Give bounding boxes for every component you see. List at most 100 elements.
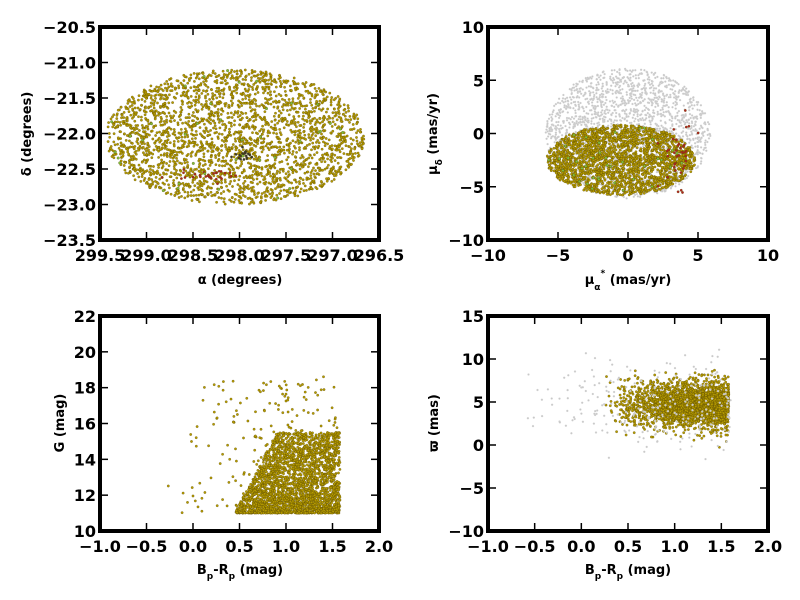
sky-point-members: [346, 104, 350, 107]
sky-point-members: [169, 192, 173, 196]
sky-point-members: [172, 165, 176, 168]
sky-point-members: [151, 89, 154, 93]
pm-point-field: [668, 78, 671, 81]
sky-point-members: [116, 108, 120, 112]
pm-point-field: [680, 114, 683, 117]
pm-point-field: [688, 109, 691, 112]
sky-point-members: [117, 146, 121, 150]
pm-point-field: [646, 111, 649, 115]
sky-point-members: [309, 136, 313, 140]
sky-point-members: [314, 145, 317, 149]
sky-point-members: [286, 193, 289, 197]
pm-point-field: [632, 84, 636, 87]
sky-point-members: [264, 199, 267, 202]
sky-point-members: [159, 115, 163, 119]
sky-point-members: [291, 169, 295, 172]
sky-point-members: [230, 104, 234, 107]
sky-point-members: [144, 147, 147, 151]
pm-point-field: [682, 104, 685, 107]
sky-point-members: [280, 167, 284, 171]
sky-point-members: [167, 85, 171, 89]
sky-point-members: [274, 81, 278, 84]
sky-point-members: [131, 158, 134, 162]
sky-point-members: [214, 127, 218, 131]
sky-point-members: [187, 77, 191, 81]
sky-point-members: [213, 144, 216, 147]
sky-point-members: [238, 185, 242, 188]
pm-point-field: [691, 146, 694, 150]
sky-point-members: [119, 159, 123, 163]
sky-point-members: [298, 182, 301, 186]
sky-point-members: [320, 137, 323, 141]
pm-point-field: [551, 117, 554, 121]
sky-point-members: [263, 105, 266, 109]
sky-point-members: [180, 195, 183, 198]
sky-point-members: [182, 139, 185, 143]
sky-point-members: [229, 71, 233, 74]
sky-point-members: [202, 152, 206, 156]
pm-point-field: [650, 71, 653, 74]
sky-point-members: [217, 100, 221, 103]
sky-point-members: [168, 186, 171, 190]
pm-point-field: [663, 97, 666, 100]
pm-point-field: [608, 100, 612, 103]
sky-point-members: [263, 78, 267, 82]
pm-point-field: [704, 146, 707, 149]
pm-point-field: [587, 112, 590, 115]
pm-point-field: [643, 69, 646, 72]
sky-point-members: [194, 95, 198, 99]
sky-point-members: [226, 116, 230, 120]
sky-point-members: [329, 98, 333, 102]
pm-point-field: [696, 136, 699, 139]
sky-point-members: [163, 152, 166, 156]
pm-point-field: [689, 97, 692, 100]
sky-point-highlight: [191, 161, 195, 165]
sky-point-members: [270, 79, 274, 83]
sky-point-members: [242, 188, 246, 191]
sky-point-members: [348, 115, 352, 118]
sky-point-members: [165, 95, 168, 98]
sky-point-members: [181, 182, 185, 185]
pm-point-field: [667, 106, 670, 109]
sky-point-red_clump: [182, 168, 186, 171]
sky-point-members: [145, 135, 149, 139]
pm-point-field: [667, 96, 671, 99]
sky-point-members: [137, 163, 141, 167]
pm-point-field: [585, 86, 588, 89]
sky-point-members: [265, 142, 269, 146]
sky-point-members: [210, 137, 214, 141]
pm-point-field: [652, 98, 655, 102]
sky-point-members: [340, 147, 344, 151]
sky-point-members: [161, 164, 165, 168]
sky-point-members: [151, 169, 155, 172]
pm-point-field: [590, 101, 594, 104]
sky-point-members: [211, 96, 214, 100]
sky-point-members: [355, 122, 359, 126]
sky-point-members: [200, 169, 204, 172]
sky-point-members: [285, 148, 289, 152]
sky-point-members: [263, 110, 267, 114]
pm-point-field: [581, 105, 584, 109]
sky-point-members: [271, 192, 274, 196]
sky-point-members: [217, 196, 221, 199]
pm-point-field: [698, 109, 701, 112]
sky-point-members: [213, 169, 216, 172]
pm-point-field: [659, 112, 663, 116]
sky-point-members: [262, 91, 265, 95]
sky-point-members: [225, 76, 229, 79]
sky-point-members: [240, 104, 244, 107]
sky-point-members: [132, 97, 135, 101]
sky-point-members: [166, 191, 170, 195]
sky-point-members: [143, 95, 147, 99]
sky-point-members: [152, 172, 156, 176]
sky-point-members: [320, 132, 323, 136]
pm-point-field: [585, 80, 589, 83]
pm-point-field: [550, 127, 553, 131]
sky-point-dark_clump: [237, 156, 241, 160]
sky-point-members: [267, 148, 271, 152]
sky-point-members: [328, 91, 332, 95]
sky-point-members: [133, 119, 137, 123]
sky-point-highlight: [255, 79, 259, 83]
sky-point-members: [222, 140, 226, 143]
sky-point-members: [112, 113, 116, 117]
